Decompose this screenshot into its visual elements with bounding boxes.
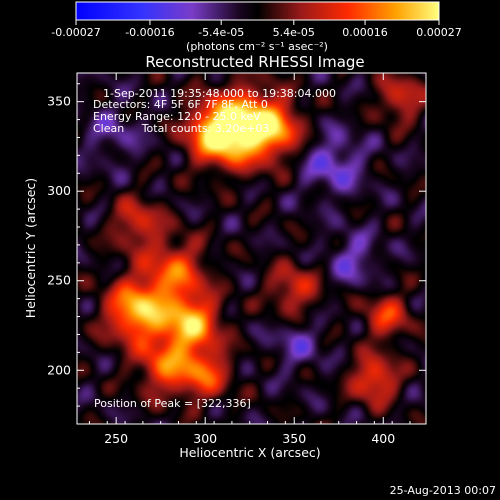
colorbar-tick-label: 0.00027	[416, 26, 462, 39]
axis-ticks: 250 300 350 400 200 250 300 350	[47, 73, 426, 446]
x-tick-label: 250	[104, 431, 128, 446]
time-range-text: 1-Sep-2011 19:35:48.000 to 19:38:04.000	[103, 87, 336, 100]
y-tick-label: 300	[47, 183, 71, 198]
colorbar-tick-label: -0.00027	[51, 26, 100, 39]
footer-date: 25-Aug-2013 00:07	[390, 484, 496, 497]
energy-range-text: Energy Range: 12.0 - 25.0 keV	[93, 110, 261, 123]
colorbar	[75, 1, 440, 21]
x-tick-label: 400	[371, 431, 395, 446]
colorbar-ticks: -0.00027 -0.00016 -5.4e-05 5.4e-05 0.00016 0.…	[51, 20, 462, 39]
clean-counts-text: Clean Total counts: 3.20e+03	[93, 122, 269, 135]
heatmap-image	[77, 73, 426, 424]
x-tick-label: 300	[193, 431, 217, 446]
detectors-text: Detectors: 4F 5F 6F 7F 8F, Att 0	[93, 98, 268, 111]
colorbar-unit-label: (photons cm⁻² s⁻¹ asec⁻²)	[186, 40, 328, 53]
y-tick-label: 200	[47, 362, 71, 377]
x-tick-label: 350	[282, 431, 306, 446]
y-tick-label: 250	[47, 273, 71, 288]
plot-frame	[76, 72, 427, 425]
colorbar-tick-label: -5.4e-05	[198, 26, 244, 39]
colorbar-tick-label: -0.00016	[125, 26, 174, 39]
peak-position-text: Position of Peak = [322,336]	[94, 397, 251, 410]
colorbar-tick-label: 5.4e-05	[273, 26, 315, 39]
y-tick-label: 350	[47, 94, 71, 109]
y-axis-label: Heliocentric Y (arcsec)	[23, 178, 38, 318]
chart-title: Reconstructed RHESSI Image	[145, 53, 364, 71]
colorbar-tick-label: 0.00016	[342, 26, 388, 39]
x-axis-label: Heliocentric X (arcsec)	[179, 445, 320, 460]
